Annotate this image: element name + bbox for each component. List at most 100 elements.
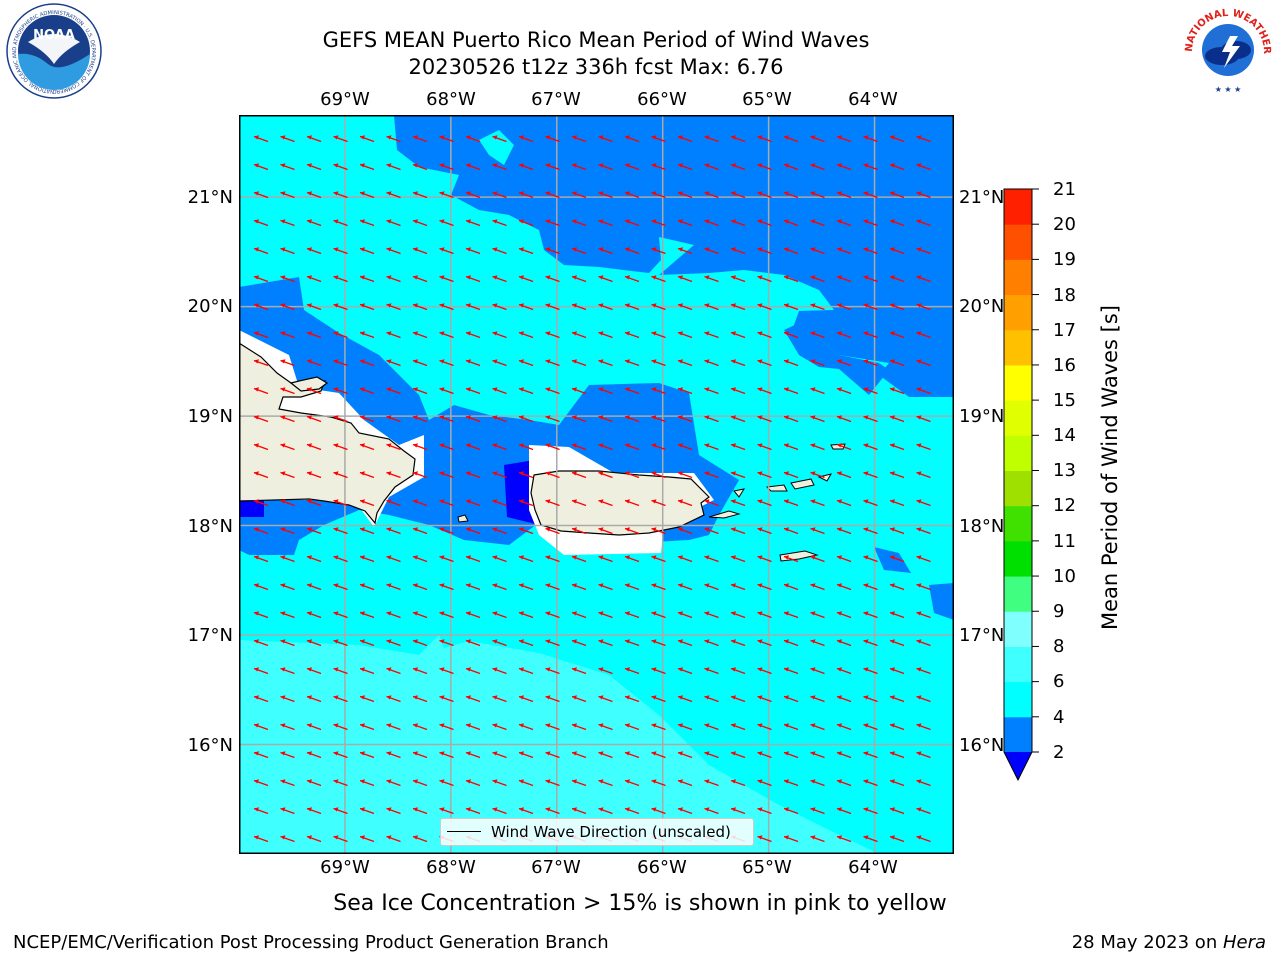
direction-arrow	[624, 695, 640, 703]
direction-arrow	[836, 639, 852, 647]
direction-arrow	[359, 751, 375, 759]
direction-arrow	[651, 751, 666, 759]
direction-arrow	[518, 471, 534, 479]
direction-arrow	[836, 835, 852, 843]
direction-arrow	[863, 387, 878, 395]
direction-arrow	[253, 471, 269, 479]
direction-arrow	[757, 471, 772, 479]
direction-arrow	[624, 723, 640, 731]
direction-arrow	[333, 275, 348, 283]
virgin-islands-3	[817, 473, 833, 482]
direction-arrow	[492, 359, 507, 367]
direction-arrow	[624, 667, 640, 675]
direction-arrow	[730, 275, 746, 283]
direction-arrow	[439, 415, 454, 423]
direction-arrow	[465, 387, 481, 395]
direction-arrow	[412, 611, 428, 619]
direction-arrow	[492, 639, 507, 647]
direction-arrow	[730, 191, 746, 199]
direction-arrow	[545, 359, 560, 367]
direction-arrow	[386, 191, 401, 199]
direction-arrow	[624, 779, 640, 787]
direction-arrow	[359, 303, 375, 311]
direction-arrow	[465, 639, 481, 647]
direction-arrow	[518, 387, 534, 395]
direction-arrow	[598, 303, 613, 311]
direction-arrow	[810, 611, 825, 619]
direction-arrow	[598, 331, 613, 339]
direction-arrow	[306, 359, 322, 367]
direction-arrow	[386, 247, 401, 255]
noaa-logo: NOAA NATIONAL OCEANIC AND ATMOSPHERIC AD…	[4, 2, 102, 99]
direction-arrow	[439, 779, 454, 787]
direction-arrow	[253, 331, 269, 339]
direction-arrow	[598, 611, 613, 619]
colorbar-segment	[1004, 294, 1032, 331]
direction-arrow	[836, 135, 852, 143]
direction-arrow	[359, 695, 375, 703]
direction-arrow	[333, 471, 348, 479]
colorbar-tick-4: 4	[1053, 707, 1065, 728]
direction-arrow	[810, 303, 825, 311]
colorbar-segment	[1004, 576, 1032, 612]
direction-arrow	[280, 611, 295, 619]
direction-arrow	[730, 359, 746, 367]
direction-arrow	[783, 723, 799, 731]
direction-arrow	[492, 555, 507, 563]
direction-arrow	[704, 275, 719, 283]
direction-arrow	[386, 387, 401, 395]
direction-arrow	[757, 527, 772, 535]
direction-arrow	[783, 807, 799, 815]
direction-arrow	[518, 443, 534, 451]
direction-arrow	[439, 331, 454, 339]
direction-arrow	[545, 667, 560, 675]
direction-arrow	[704, 387, 719, 395]
direction-arrow	[889, 723, 905, 731]
direction-arrow	[280, 387, 295, 395]
direction-arrow	[280, 499, 295, 507]
direction-arrow	[704, 331, 719, 339]
direction-arrow	[598, 163, 613, 171]
direction-arrow	[280, 695, 295, 703]
direction-arrow	[359, 443, 375, 451]
puerto-rico-landmass	[530, 470, 710, 536]
direction-arrow	[306, 695, 322, 703]
direction-arrow	[333, 835, 348, 843]
direction-arrow	[836, 527, 852, 535]
direction-arrow	[333, 387, 348, 395]
direction-arrow	[333, 695, 348, 703]
direction-arrow	[889, 443, 905, 451]
left-tick-17n: 17°N	[187, 625, 233, 646]
direction-arrow	[545, 471, 560, 479]
direction-arrow	[889, 499, 905, 507]
direction-arrow	[624, 443, 640, 451]
direction-arrow	[412, 359, 428, 367]
direction-arrow	[863, 303, 878, 311]
direction-arrow	[280, 555, 295, 563]
direction-arrow	[359, 331, 375, 339]
direction-arrow	[598, 415, 613, 423]
direction-arrow	[306, 751, 322, 759]
direction-arrow	[412, 443, 428, 451]
direction-arrow	[916, 387, 931, 395]
direction-arrow	[677, 751, 693, 759]
direction-arrow	[306, 723, 322, 731]
direction-arrow	[253, 723, 269, 731]
direction-arrow	[730, 555, 746, 563]
direction-arrow	[412, 303, 428, 311]
direction-arrow	[571, 163, 587, 171]
direction-arrow	[677, 163, 693, 171]
direction-arrow	[359, 835, 375, 843]
direction-arrow	[836, 191, 852, 199]
nws-logo: NATIONAL WEATHER SERVICE ★ ★ ★	[1178, 0, 1275, 97]
direction-arrow	[730, 331, 746, 339]
direction-arrow	[677, 247, 693, 255]
direction-arrow	[439, 303, 454, 311]
direction-arrow	[730, 807, 746, 815]
east-islets-1	[733, 488, 746, 498]
direction-arrow	[280, 807, 295, 815]
direction-arrow	[518, 415, 534, 423]
direction-arrow	[545, 443, 560, 451]
direction-arrow	[359, 779, 375, 787]
direction-arrow	[783, 191, 799, 199]
